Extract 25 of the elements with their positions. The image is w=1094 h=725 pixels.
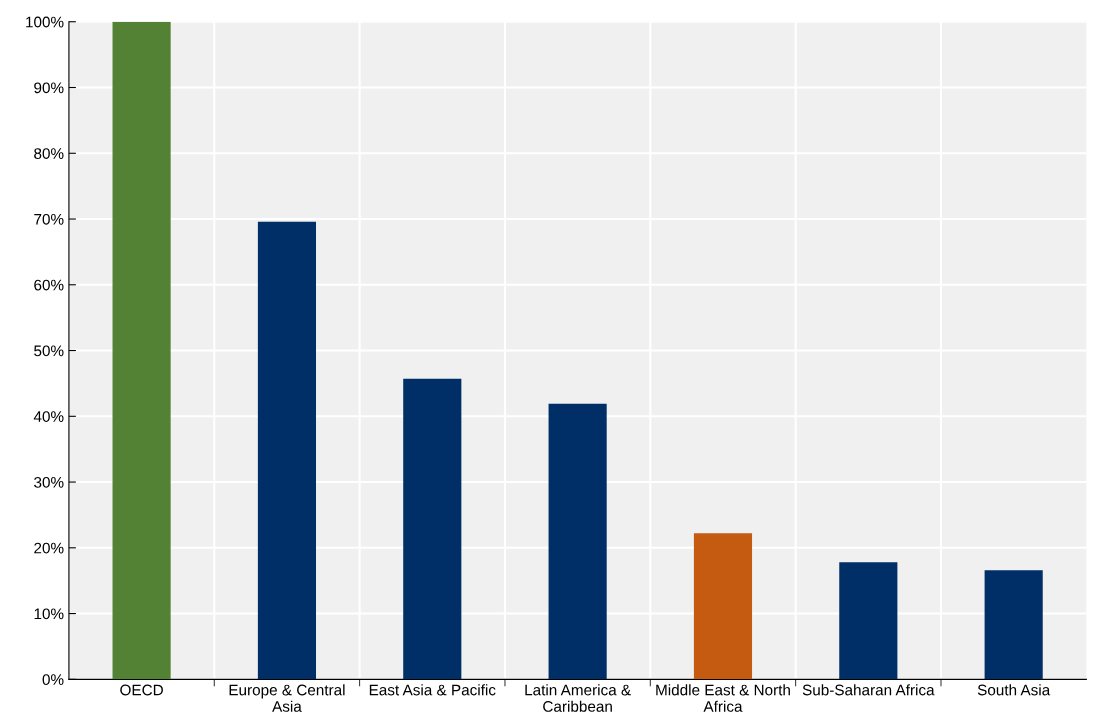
x-tick-label: Middle East & North Africa [656,684,790,712]
y-tick-label: 60% [34,279,64,291]
bar [984,570,1043,680]
bar [548,403,607,680]
y-tick-label: 0% [42,674,64,686]
bar [257,221,317,680]
y-tick-label: 50% [34,345,64,357]
y-tick-label: 80% [34,148,64,159]
bar [403,378,462,680]
x-tick-label: Latin America & Caribbean [525,684,631,712]
y-tick-label: 20% [34,542,64,554]
y-tick-label: 100% [26,16,64,28]
x-tick-label: East Asia & Pacific [369,684,496,696]
x-tick-label: Europe & Central Asia [229,684,345,712]
y-tick-label: 70% [34,213,64,225]
y-tick-label: 10% [34,608,64,620]
bar [112,21,171,680]
x-tick-label: South Asia [977,684,1051,696]
y-tick-label: 90% [34,82,64,94]
x-tick-label: Sub-Saharan Africa [802,684,935,696]
bar [839,562,898,680]
bar [693,533,753,680]
x-tick-label: OECD [120,684,163,696]
y-tick-label: 40% [33,411,64,422]
y-tick-label: 30% [34,476,64,488]
